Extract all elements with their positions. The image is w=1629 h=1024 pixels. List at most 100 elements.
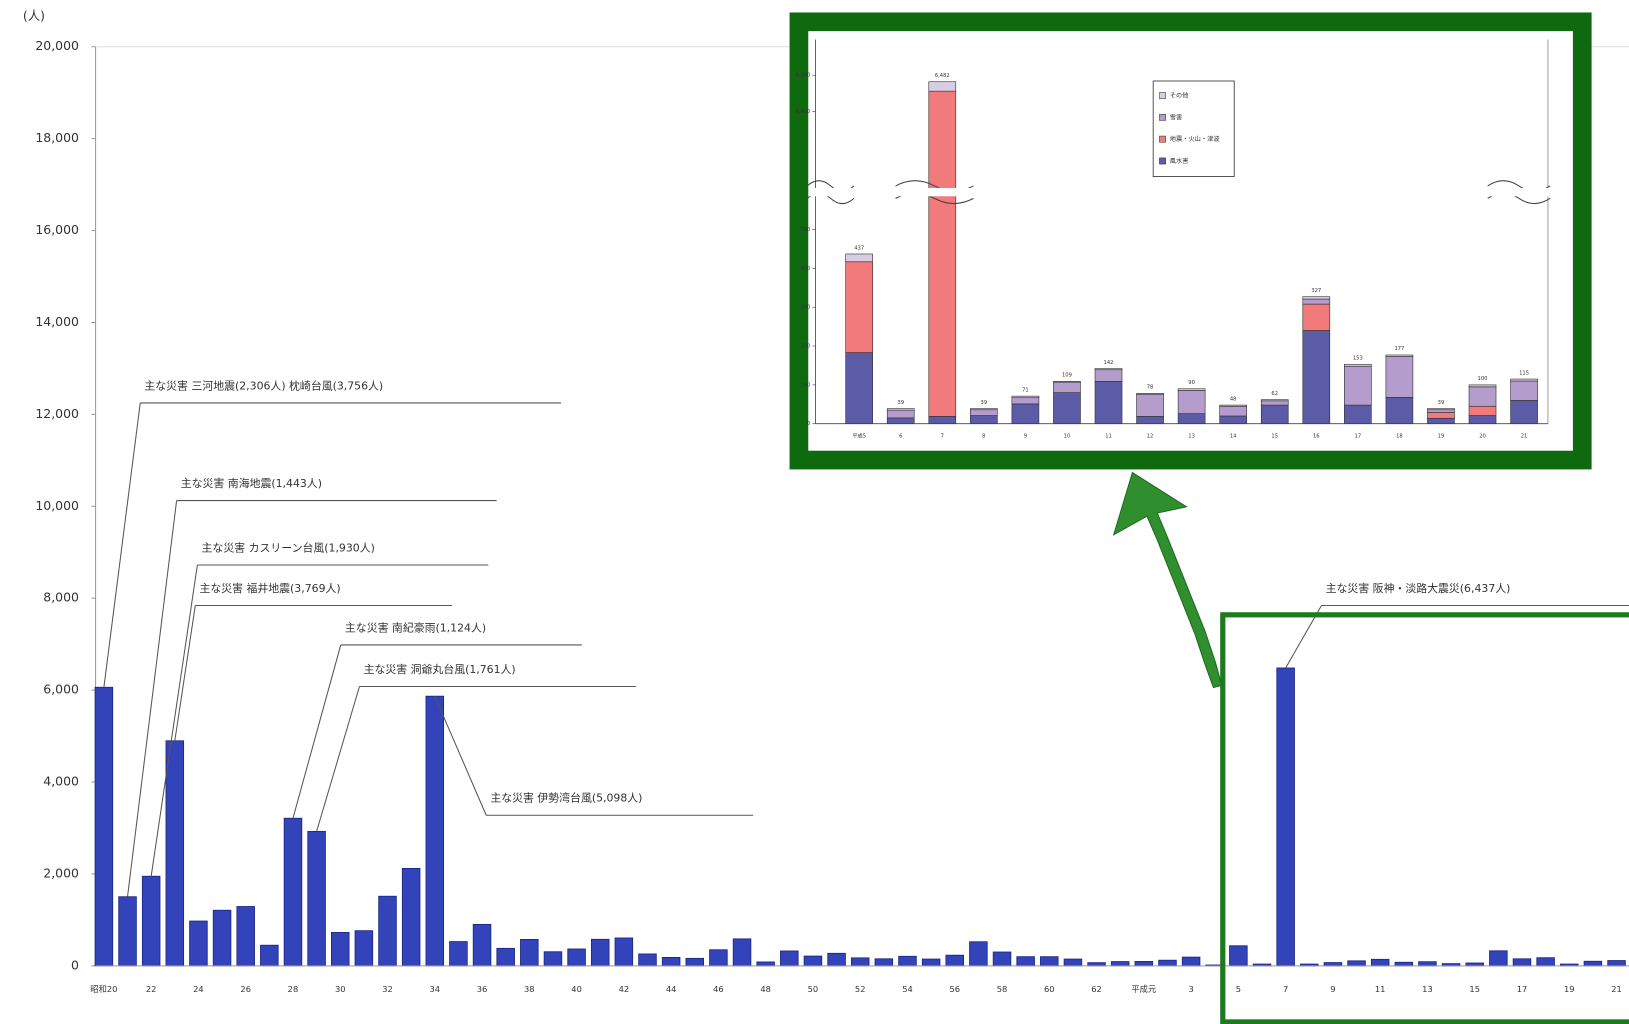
bar: [520, 939, 539, 967]
bar: [638, 953, 657, 967]
bar-segment: [1053, 381, 1081, 383]
bar-segment: [1177, 390, 1206, 414]
bar-segment: [1344, 404, 1372, 425]
x-tick-label: 19: [1438, 434, 1445, 440]
bar: [94, 686, 114, 967]
bar: [425, 695, 445, 967]
bar-segment: [1468, 405, 1497, 416]
y-tick-label: 0: [807, 421, 810, 427]
arrow: [1112, 471, 1223, 689]
bar: [921, 958, 941, 967]
annotation: 主な災害 伊勢湾台風(5,098人): [490, 791, 642, 805]
bar: [1181, 956, 1201, 967]
bar-segment: [970, 415, 998, 425]
bar: [1040, 956, 1059, 967]
bar: [1347, 960, 1366, 967]
bar-segment: [1011, 395, 1040, 399]
bar-segment: [1053, 381, 1081, 393]
bar-segment: [1177, 413, 1206, 425]
bar: [756, 961, 775, 967]
highlight-box: [1220, 612, 1629, 1024]
annotation-pointer: [316, 686, 360, 832]
annotation-pointer: [150, 564, 198, 877]
bar: [118, 896, 137, 967]
bar: [850, 957, 870, 967]
legend-label: その他: [1170, 92, 1189, 100]
annotation: 主な災害 カスリーン台風(1,930人): [202, 540, 375, 554]
bar-segment: [1260, 400, 1289, 406]
x-tick-label: 7: [941, 434, 944, 440]
annotation: 主な災害 南海地震(1,443人): [181, 476, 322, 490]
x-tick-label: 20: [1479, 434, 1486, 440]
x-tick-label: 19: [1564, 984, 1575, 994]
bar-segment: [1302, 298, 1331, 305]
bar: [874, 958, 894, 967]
bar-segment: [1385, 356, 1414, 398]
bar-segment: [1011, 403, 1040, 425]
x-tick-label: 54: [902, 984, 913, 994]
value-label: 39: [981, 400, 988, 406]
annotation: 主な災害 福井地震(3,769人): [199, 581, 340, 595]
x-tick-label: 17: [1517, 984, 1528, 994]
bar: [496, 947, 515, 967]
bar-segment: [1510, 400, 1538, 425]
value-label: 6,482: [935, 73, 950, 79]
bar: [189, 920, 208, 967]
x-tick-label: 34: [429, 984, 440, 994]
y-tick-label: 6,500: [795, 73, 810, 79]
y-tick-label: 500: [800, 227, 810, 233]
bar-segment: [1011, 397, 1040, 405]
y-tick-label: 2,000: [43, 865, 79, 880]
bar-segment: [928, 81, 957, 92]
value-label: 90: [1188, 380, 1195, 386]
annotation-pointer: [434, 695, 487, 816]
bar-segment: [1136, 393, 1164, 417]
legend-swatch: [1159, 135, 1166, 143]
bar: [969, 941, 988, 967]
y-tick-label: 20,000: [35, 38, 79, 53]
bar-segment: [1385, 354, 1414, 357]
bar-segment: [1302, 296, 1331, 300]
legend-box: [1152, 80, 1235, 177]
legend-label: 雪害: [1170, 113, 1182, 121]
x-tick-label: 22: [146, 984, 157, 994]
bar: [614, 937, 634, 967]
bar: [1607, 960, 1626, 967]
x-tick-label: 13: [1422, 984, 1433, 994]
x-tick-label: 12: [1147, 434, 1154, 440]
x-tick-label: 15: [1271, 434, 1278, 440]
bar: [401, 868, 421, 967]
bar-segment: [1468, 415, 1497, 425]
bar: [732, 938, 752, 967]
annotation-pointer: [292, 644, 342, 819]
bar-segment: [1094, 368, 1123, 371]
x-tick-label: 60: [1044, 984, 1055, 994]
bar: [1418, 961, 1437, 967]
x-tick-label: 48: [760, 984, 771, 994]
annotation: 主な災害 三河地震(2,306人) 枕崎台風(3,756人): [144, 378, 383, 392]
bar: [661, 957, 681, 967]
bar-segment: [1427, 409, 1455, 413]
bar: [1229, 945, 1248, 967]
bar-segment: [1094, 381, 1123, 425]
bar: [330, 932, 350, 967]
bar-segment: [1302, 303, 1331, 331]
value-label: 100: [1478, 376, 1488, 382]
bar: [283, 817, 303, 967]
y-tick-label: 8,000: [43, 590, 79, 605]
x-tick-label: 44: [666, 984, 677, 994]
x-tick-label: 62: [1091, 984, 1102, 994]
bar: [165, 740, 185, 967]
bar-segment: [1219, 415, 1247, 425]
axis-break-gap: [897, 187, 982, 197]
value-label: 153: [1353, 356, 1363, 362]
bar-segment: [1136, 393, 1164, 395]
annotation-pointer: [103, 402, 141, 688]
bar-segment: [845, 261, 873, 353]
bar: [827, 952, 846, 967]
x-tick-label: 6: [899, 434, 902, 440]
bar: [354, 930, 374, 967]
bar: [449, 941, 468, 967]
